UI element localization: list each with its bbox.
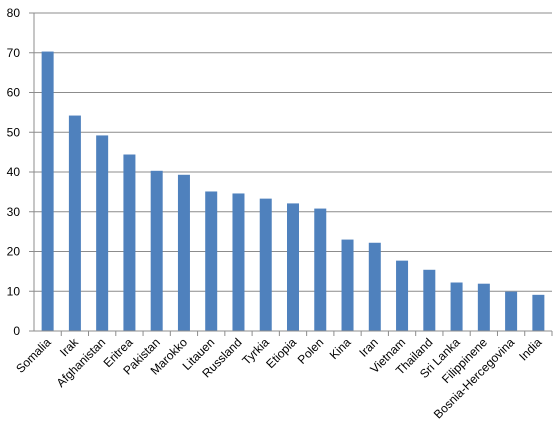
x-tick-label: Kina	[327, 335, 354, 362]
y-tick-label: 40	[7, 165, 21, 179]
bar	[477, 283, 490, 331]
bar	[423, 269, 436, 331]
x-tick-label: India	[516, 335, 545, 364]
bar	[41, 51, 54, 332]
bar	[150, 170, 163, 331]
y-tick-label: 50	[7, 125, 21, 139]
bar	[532, 294, 545, 331]
y-tick-label: 20	[7, 245, 21, 259]
x-tick-label: Etiopia	[263, 335, 299, 371]
bar	[505, 291, 518, 331]
bar	[205, 191, 218, 331]
y-tick-label: 0	[13, 324, 20, 338]
bar	[123, 154, 136, 331]
y-tick-label: 30	[7, 205, 21, 219]
x-tick-label: Polen	[295, 335, 327, 367]
bar	[96, 135, 109, 331]
bar	[314, 208, 327, 331]
bar	[396, 260, 409, 331]
bar	[368, 242, 381, 331]
bar	[232, 193, 245, 331]
bar	[177, 174, 190, 331]
y-tick-label: 80	[7, 6, 21, 20]
bar	[287, 203, 299, 331]
bar	[68, 115, 81, 332]
bar	[341, 239, 354, 331]
y-tick-label: 60	[7, 86, 21, 100]
bar	[450, 282, 463, 331]
x-tick-label: Somalia	[13, 335, 54, 376]
y-tick-label: 70	[7, 46, 21, 60]
bar	[259, 198, 272, 331]
y-tick-label: 10	[7, 284, 21, 298]
